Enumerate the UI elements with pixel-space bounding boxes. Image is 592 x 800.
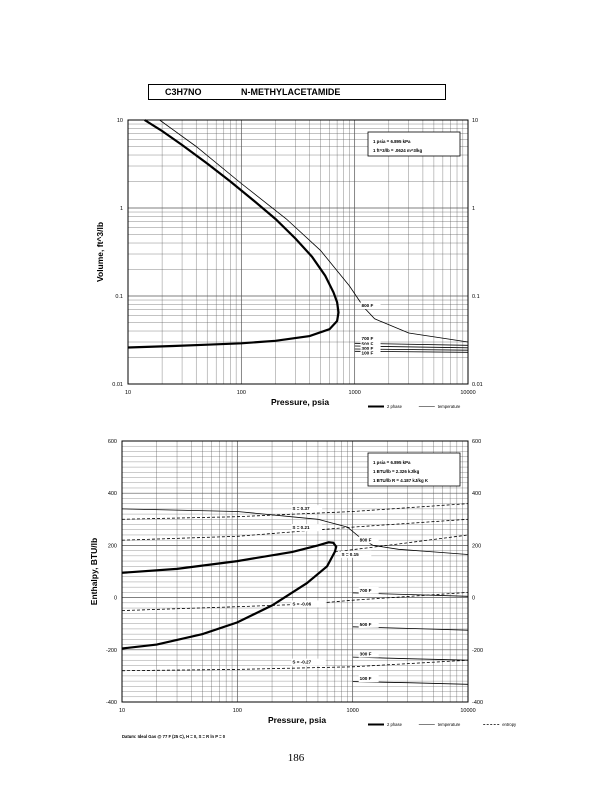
enthalpy-legend-label: entropy xyxy=(502,722,517,727)
compound-formula: C3H7NO xyxy=(165,87,202,97)
volume-grid xyxy=(127,120,468,385)
enthalpy-series-s-0-15 xyxy=(334,534,469,553)
enthalpy-curve-label: S = 0.37 xyxy=(292,506,310,511)
volume-x-tick-label: 1000 xyxy=(349,390,361,396)
enthalpy-series-800-f xyxy=(121,508,469,555)
volume-legend-label: temperature xyxy=(438,404,461,409)
volume-y-tick-label-left: 1 xyxy=(120,206,123,212)
enthalpy-curve-label-bg xyxy=(291,524,323,532)
volume-x-axis-label: Pressure, psia xyxy=(271,397,329,407)
enthalpy-legend-label: 2 phase xyxy=(387,722,403,727)
volume-series-800-f xyxy=(159,119,469,343)
volume-note-line: 1 psia = 6.895 kPa xyxy=(373,139,411,144)
enthalpy-series-s-0-37 xyxy=(121,503,469,520)
enthalpy-curve-label: 700 F xyxy=(360,588,372,593)
enthalpy-datum-footnote: Datum: Ideal Gas @ 77 F (25 C), H = 0, S… xyxy=(122,734,226,739)
enthalpy-y-tick-label-left: 200 xyxy=(108,543,117,549)
enthalpy-y-tick-label-left: 600 xyxy=(108,439,117,445)
enthalpy-x-tick-label: 10 xyxy=(119,708,125,714)
enthalpy-y-tick-label-left: 400 xyxy=(108,491,117,497)
volume-curve-label: 700 F xyxy=(362,336,374,341)
volume-curve-label: 800 F xyxy=(362,303,374,308)
enthalpy-series-s-0-27 xyxy=(121,659,469,672)
enthalpy-curve-label: 100 F xyxy=(360,676,372,681)
volume-y-tick-label-left: 0.01 xyxy=(112,382,123,388)
enthalpy-series-s-0-21 xyxy=(121,518,469,541)
enthalpy-x-tick-label: 10000 xyxy=(460,708,475,714)
volume-note-line: 1 ft^3/lb = .0624 m^3/kg xyxy=(373,148,422,153)
enthalpy-y-tick-label-right: 0 xyxy=(472,596,475,602)
enthalpy-curve-label-bg xyxy=(340,550,372,558)
compound-name: N-METHYLACETAMIDE xyxy=(241,87,341,97)
enthalpy-legend-label: temperature xyxy=(438,722,461,727)
volume-curve-label: 300 F xyxy=(362,346,374,351)
volume-curve-label: 100 F xyxy=(362,351,374,356)
volume-legend-label: 2 phase xyxy=(387,404,403,409)
enthalpy-x-tick-label: 1000 xyxy=(347,708,359,714)
enthalpy-series-s-0-06 xyxy=(121,592,469,611)
enthalpy-curve-label: S = 0.15 xyxy=(341,552,359,557)
enthalpy-x-tick-label: 100 xyxy=(233,708,242,714)
volume-series-2-phase xyxy=(127,119,340,349)
enthalpy-curve-label-bg xyxy=(358,620,379,628)
enthalpy-plot-frame xyxy=(121,440,469,703)
enthalpy-curve-label-bg xyxy=(291,600,326,608)
volume-plot-frame xyxy=(127,119,469,385)
enthalpy-note-line: 1 BTU/lb R = 4.187 kJ/kg K xyxy=(373,478,429,483)
enthalpy-y-tick-label-right: -400 xyxy=(472,700,483,706)
volume-curve-label-bg xyxy=(360,301,381,309)
enthalpy-notes-box xyxy=(367,452,461,487)
enthalpy-y-tick-label-left: -400 xyxy=(106,700,117,706)
volume-curve-label-bg xyxy=(360,335,381,343)
volume-notes-box xyxy=(367,131,461,157)
enthalpy-curve-label-bg xyxy=(358,586,379,594)
volume-y-tick-label-right: 0.01 xyxy=(472,382,483,388)
volume-y-tick-label-right: 10 xyxy=(472,118,478,124)
volume-x-tick-label: 10000 xyxy=(460,390,475,396)
volume-y-tick-label-left: 0.1 xyxy=(115,294,123,300)
volume-x-tick-label: 100 xyxy=(237,390,246,396)
enthalpy-curve-label-bg xyxy=(291,505,323,513)
volume-y-axis-label: Volume, ft^3/lb xyxy=(95,222,105,282)
volume-curve-label-bg xyxy=(360,340,381,348)
enthalpy-curve-label-bg xyxy=(358,650,379,658)
volume-curve-label-bg xyxy=(360,344,381,352)
enthalpy-series-2-phase xyxy=(121,541,338,650)
enthalpy-curve-label: 300 F xyxy=(360,652,372,657)
volume-y-tick-label-right: 1 xyxy=(472,206,475,212)
volume-y-tick-label-left: 10 xyxy=(117,118,123,124)
volume-y-tick-label-right: 0.1 xyxy=(472,294,480,300)
enthalpy-y-tick-label-left: -200 xyxy=(106,648,117,654)
enthalpy-curve-label-bg xyxy=(358,536,379,544)
enthalpy-curve-label-bg xyxy=(358,675,379,683)
enthalpy-curve-label: S = -0.27 xyxy=(292,660,311,665)
enthalpy-y-tick-label-right: 400 xyxy=(472,491,481,497)
enthalpy-note-line: 1 BTU/lb = 2.326 kJ/kg xyxy=(373,469,420,474)
enthalpy-y-tick-label-right: -200 xyxy=(472,648,483,654)
volume-curve-label-bg xyxy=(360,349,381,357)
page-number: 186 xyxy=(287,752,305,764)
enthalpy-y-tick-label-right: 200 xyxy=(472,543,481,549)
enthalpy-curve-label: 500 F xyxy=(360,622,372,627)
enthalpy-series-300-f xyxy=(352,656,469,661)
enthalpy-y-tick-label-right: 600 xyxy=(472,439,481,445)
enthalpy-curve-label: S = 0.21 xyxy=(292,525,310,530)
enthalpy-x-axis-label: Pressure, psia xyxy=(268,715,326,725)
enthalpy-y-tick-label-left: 0 xyxy=(114,596,117,602)
enthalpy-curve-label: 800 F xyxy=(360,537,372,542)
enthalpy-curve-label-bg xyxy=(291,658,326,666)
chart-title-box: C3H7NO N-METHYLACETAMIDE xyxy=(148,84,446,100)
enthalpy-y-axis-label: Enthalpy, BTU/lb xyxy=(89,538,99,605)
enthalpy-note-line: 1 psia = 6.895 kPa xyxy=(373,460,411,465)
volume-x-tick-label: 10 xyxy=(125,390,131,396)
enthalpy-curve-label: S = -0.06 xyxy=(292,601,311,606)
volume-curve-label: 500 F xyxy=(362,341,374,346)
